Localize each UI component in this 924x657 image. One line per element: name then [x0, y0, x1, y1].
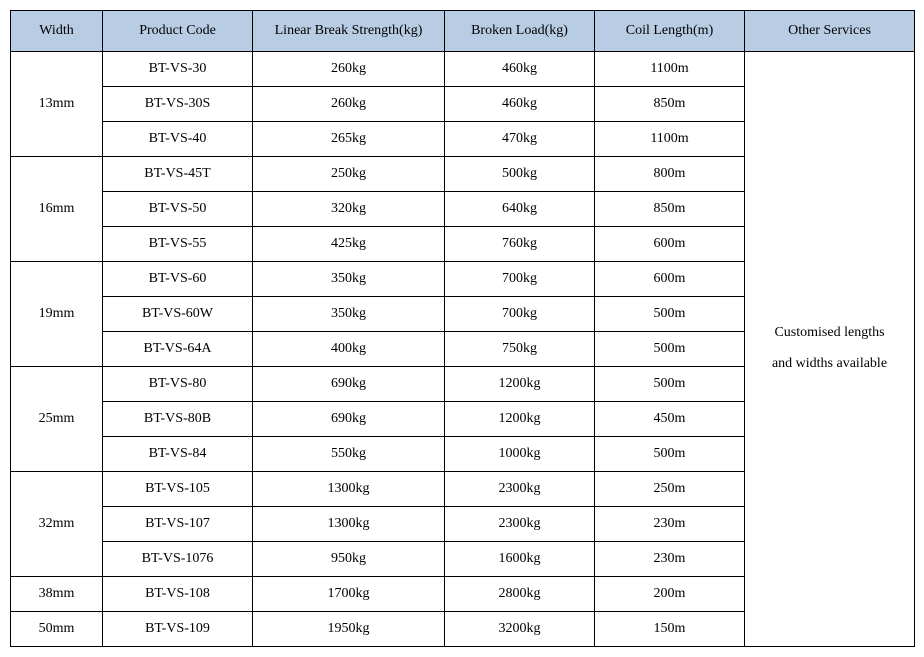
code-cell: BT-VS-84 — [103, 437, 253, 472]
strength-cell: 260kg — [253, 87, 445, 122]
coil-cell: 250m — [595, 472, 745, 507]
load-cell: 640kg — [445, 192, 595, 227]
strength-cell: 550kg — [253, 437, 445, 472]
code-cell: BT-VS-30 — [103, 52, 253, 87]
coil-cell: 800m — [595, 157, 745, 192]
load-cell: 2300kg — [445, 507, 595, 542]
strength-cell: 400kg — [253, 332, 445, 367]
load-cell: 500kg — [445, 157, 595, 192]
width-cell: 25mm — [11, 367, 103, 472]
strength-cell: 265kg — [253, 122, 445, 157]
coil-cell: 200m — [595, 577, 745, 612]
code-cell: BT-VS-60W — [103, 297, 253, 332]
strength-cell: 690kg — [253, 367, 445, 402]
code-cell: BT-VS-50 — [103, 192, 253, 227]
width-cell: 38mm — [11, 577, 103, 612]
strength-cell: 320kg — [253, 192, 445, 227]
load-cell: 460kg — [445, 52, 595, 87]
strength-cell: 350kg — [253, 262, 445, 297]
strength-cell: 1950kg — [253, 612, 445, 647]
coil-cell: 600m — [595, 262, 745, 297]
width-cell: 50mm — [11, 612, 103, 647]
coil-cell: 450m — [595, 402, 745, 437]
col-header-strength: Linear Break Strength(kg) — [253, 11, 445, 52]
code-cell: BT-VS-60 — [103, 262, 253, 297]
strength-cell: 690kg — [253, 402, 445, 437]
coil-cell: 230m — [595, 542, 745, 577]
strength-cell: 1300kg — [253, 507, 445, 542]
col-header-services: Other Services — [745, 11, 915, 52]
load-cell: 700kg — [445, 262, 595, 297]
load-cell: 2800kg — [445, 577, 595, 612]
strength-cell: 350kg — [253, 297, 445, 332]
width-cell: 19mm — [11, 262, 103, 367]
width-cell: 32mm — [11, 472, 103, 577]
table-header: WidthProduct CodeLinear Break Strength(k… — [11, 11, 915, 52]
coil-cell: 500m — [595, 367, 745, 402]
load-cell: 1200kg — [445, 402, 595, 437]
coil-cell: 1100m — [595, 52, 745, 87]
col-header-code: Product Code — [103, 11, 253, 52]
services-text-line1: Customised lengths — [745, 318, 914, 349]
strength-cell: 425kg — [253, 227, 445, 262]
strength-cell: 260kg — [253, 52, 445, 87]
code-cell: BT-VS-1076 — [103, 542, 253, 577]
code-cell: BT-VS-80B — [103, 402, 253, 437]
load-cell: 470kg — [445, 122, 595, 157]
width-cell: 16mm — [11, 157, 103, 262]
coil-cell: 850m — [595, 192, 745, 227]
load-cell: 460kg — [445, 87, 595, 122]
coil-cell: 500m — [595, 297, 745, 332]
load-cell: 1600kg — [445, 542, 595, 577]
load-cell: 2300kg — [445, 472, 595, 507]
coil-cell: 230m — [595, 507, 745, 542]
coil-cell: 500m — [595, 437, 745, 472]
load-cell: 3200kg — [445, 612, 595, 647]
strength-cell: 250kg — [253, 157, 445, 192]
strength-cell: 1300kg — [253, 472, 445, 507]
services-text-line2: and widths available — [745, 349, 914, 380]
code-cell: BT-VS-108 — [103, 577, 253, 612]
load-cell: 760kg — [445, 227, 595, 262]
code-cell: BT-VS-107 — [103, 507, 253, 542]
product-spec-table: WidthProduct CodeLinear Break Strength(k… — [10, 10, 915, 647]
strength-cell: 950kg — [253, 542, 445, 577]
col-header-coil: Coil Length(m) — [595, 11, 745, 52]
load-cell: 700kg — [445, 297, 595, 332]
code-cell: BT-VS-30S — [103, 87, 253, 122]
code-cell: BT-VS-45T — [103, 157, 253, 192]
coil-cell: 600m — [595, 227, 745, 262]
code-cell: BT-VS-109 — [103, 612, 253, 647]
coil-cell: 500m — [595, 332, 745, 367]
code-cell: BT-VS-80 — [103, 367, 253, 402]
code-cell: BT-VS-105 — [103, 472, 253, 507]
services-cell: Customised lengthsand widths available — [745, 52, 915, 647]
width-cell: 13mm — [11, 52, 103, 157]
col-header-width: Width — [11, 11, 103, 52]
coil-cell: 150m — [595, 612, 745, 647]
table-body: 13mmBT-VS-30260kg460kg1100mCustomised le… — [11, 52, 915, 647]
strength-cell: 1700kg — [253, 577, 445, 612]
table-row: 13mmBT-VS-30260kg460kg1100mCustomised le… — [11, 52, 915, 87]
code-cell: BT-VS-55 — [103, 227, 253, 262]
code-cell: BT-VS-40 — [103, 122, 253, 157]
load-cell: 750kg — [445, 332, 595, 367]
coil-cell: 850m — [595, 87, 745, 122]
load-cell: 1200kg — [445, 367, 595, 402]
coil-cell: 1100m — [595, 122, 745, 157]
load-cell: 1000kg — [445, 437, 595, 472]
code-cell: BT-VS-64A — [103, 332, 253, 367]
col-header-load: Broken Load(kg) — [445, 11, 595, 52]
